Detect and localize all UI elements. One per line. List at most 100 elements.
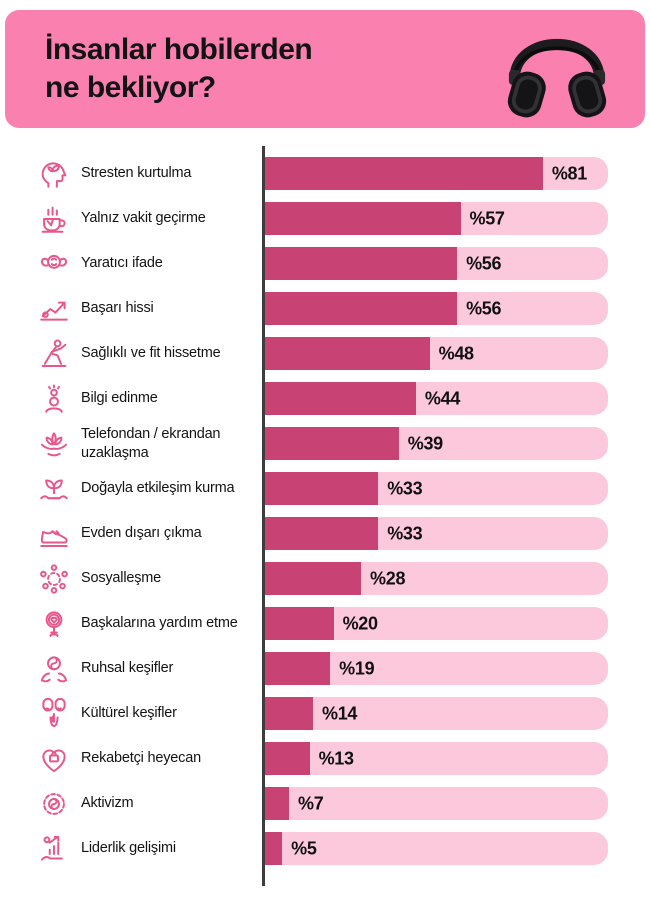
row-label-cell: Yalnız vakit geçirme xyxy=(0,202,265,236)
row-label-cell: Kültürel keşifler xyxy=(0,697,265,731)
row-label-cell: Aktivizm xyxy=(0,787,265,821)
bar-fill xyxy=(265,292,458,325)
bar-fill xyxy=(265,787,289,820)
bar-track: %13 xyxy=(265,742,608,775)
row-label-cell: Telefondan / ekrandan uzaklaşma xyxy=(0,425,265,461)
row-label-cell: Sağlıklı ve fit hissetme xyxy=(0,337,265,371)
bar-track: %14 xyxy=(265,697,608,730)
bar-row: Stresten kurtulma %81 xyxy=(0,157,650,190)
category-label: Sağlıklı ve fit hissetme xyxy=(81,345,221,362)
bar-value-label: %57 xyxy=(469,208,505,228)
bar-fill xyxy=(265,607,334,640)
bar-value-label: %56 xyxy=(466,253,502,273)
bar-fill xyxy=(265,337,430,370)
title-line-2: ne bekliyor? xyxy=(45,71,216,104)
row-label-cell: Başkalarına yardım etme xyxy=(0,607,265,641)
bar-row: Yaratıcı ifade %56 xyxy=(0,247,650,280)
row-label-cell: Sosyalleşme xyxy=(0,562,265,596)
bar-value-label: %14 xyxy=(322,703,358,723)
bar-track: %7 xyxy=(265,787,608,820)
category-label: Ruhsal keşifler xyxy=(81,660,174,677)
hands-yinyang-icon xyxy=(37,652,71,686)
bar-row: Başarı hissi %56 xyxy=(0,292,650,325)
row-label-cell: Bilgi edinme xyxy=(0,382,265,416)
bar-track: %28 xyxy=(265,562,608,595)
bar-track: %48 xyxy=(265,337,608,370)
bar-fill xyxy=(265,247,458,280)
chart-rows: Stresten kurtulma %81 Yalnız vakit geçir… xyxy=(0,157,650,865)
row-label-cell: Stresten kurtulma xyxy=(0,157,265,191)
hand-mirror-heart-icon xyxy=(37,607,71,641)
bar-value-label: %7 xyxy=(298,793,324,813)
hand-chart-icon xyxy=(37,832,71,866)
bar-row: Başkalarına yardım etme %20 xyxy=(0,607,650,640)
bar-fill xyxy=(265,562,362,595)
bar-row: Aktivizm %7 xyxy=(0,787,650,820)
bar-value-label: %33 xyxy=(387,523,423,543)
category-label: Doğayla etkileşim kurma xyxy=(81,480,235,497)
bar-row: Telefondan / ekrandan uzaklaşma %39 xyxy=(0,425,650,461)
bar-fill xyxy=(265,517,379,550)
activism-wreath-icon xyxy=(37,787,71,821)
category-label: Bilgi edinme xyxy=(81,390,158,407)
bar-fill xyxy=(265,832,283,865)
bar-track: %57 xyxy=(265,202,608,235)
bar-track: %20 xyxy=(265,607,608,640)
bar-row: Ruhsal keşifler %19 xyxy=(0,652,650,685)
bar-value-label: %33 xyxy=(387,478,423,498)
chart: Stresten kurtulma %81 Yalnız vakit geçir… xyxy=(0,146,650,886)
bar-track: %56 xyxy=(265,292,608,325)
bar-value-label: %19 xyxy=(339,658,375,678)
category-label: Yaratıcı ifade xyxy=(81,255,163,272)
bar-fill xyxy=(265,382,416,415)
coffee-cup-icon xyxy=(37,202,71,236)
bar-row: Liderlik gelişimi %5 xyxy=(0,832,650,865)
category-label: Sosyalleşme xyxy=(81,570,161,587)
people-circle-icon xyxy=(37,562,71,596)
category-label: Kültürel keşifler xyxy=(81,705,177,722)
category-label: Stresten kurtulma xyxy=(81,165,192,182)
stretching-person-icon xyxy=(37,337,71,371)
bar-value-label: %13 xyxy=(318,748,354,768)
theater-masks-icon xyxy=(37,697,71,731)
bar-track: %81 xyxy=(265,157,608,190)
bar-value-label: %48 xyxy=(438,343,474,363)
bar-track: %33 xyxy=(265,472,608,505)
category-label: Evden dışarı çıkma xyxy=(81,525,202,542)
lotus-meditation-icon xyxy=(37,427,71,461)
axis-line xyxy=(262,146,265,886)
row-label-cell: Rekabetçi heyecan xyxy=(0,742,265,776)
bar-track: %19 xyxy=(265,652,608,685)
growth-arrow-icon xyxy=(37,292,71,326)
heart-briefcase-icon xyxy=(37,742,71,776)
bar-value-label: %20 xyxy=(342,613,378,633)
row-label-cell: Ruhsal keşifler xyxy=(0,652,265,686)
bar-row: Yalnız vakit geçirme %57 xyxy=(0,202,650,235)
idea-person-icon xyxy=(37,382,71,416)
bar-row: Bilgi edinme %44 xyxy=(0,382,650,415)
row-label-cell: Başarı hissi xyxy=(0,292,265,326)
category-label: Telefondan / ekrandan uzaklaşma xyxy=(81,426,221,461)
bar-row: Sosyalleşme %28 xyxy=(0,562,650,595)
bar-value-label: %44 xyxy=(424,388,461,408)
bar-value-label: %39 xyxy=(407,433,443,453)
mindfulness-head-icon xyxy=(37,157,71,191)
bar-row: Doğayla etkileşim kurma %33 xyxy=(0,472,650,505)
bar-fill xyxy=(265,697,314,730)
bar-fill xyxy=(265,652,331,685)
bar-fill xyxy=(265,157,543,190)
row-label-cell: Evden dışarı çıkma xyxy=(0,517,265,551)
category-label: Rekabetçi heyecan xyxy=(81,750,201,767)
headphones-icon xyxy=(507,38,607,118)
bar-value-label: %81 xyxy=(551,163,587,183)
bar-row: Rekabetçi heyecan %13 xyxy=(0,742,650,775)
category-label: Başkalarına yardım etme xyxy=(81,615,238,632)
row-label-cell: Liderlik gelişimi xyxy=(0,832,265,866)
title-line-1: İnsanlar hobilerden xyxy=(45,33,313,66)
bar-row: Evden dışarı çıkma %33 xyxy=(0,517,650,550)
row-label-cell: Yaratıcı ifade xyxy=(0,247,265,281)
bar-track: %5 xyxy=(265,832,608,865)
bar-value-label: %28 xyxy=(370,568,406,588)
bar-track: %56 xyxy=(265,247,608,280)
header: İnsanlar hobilerden ne bekliyor? xyxy=(5,10,645,128)
